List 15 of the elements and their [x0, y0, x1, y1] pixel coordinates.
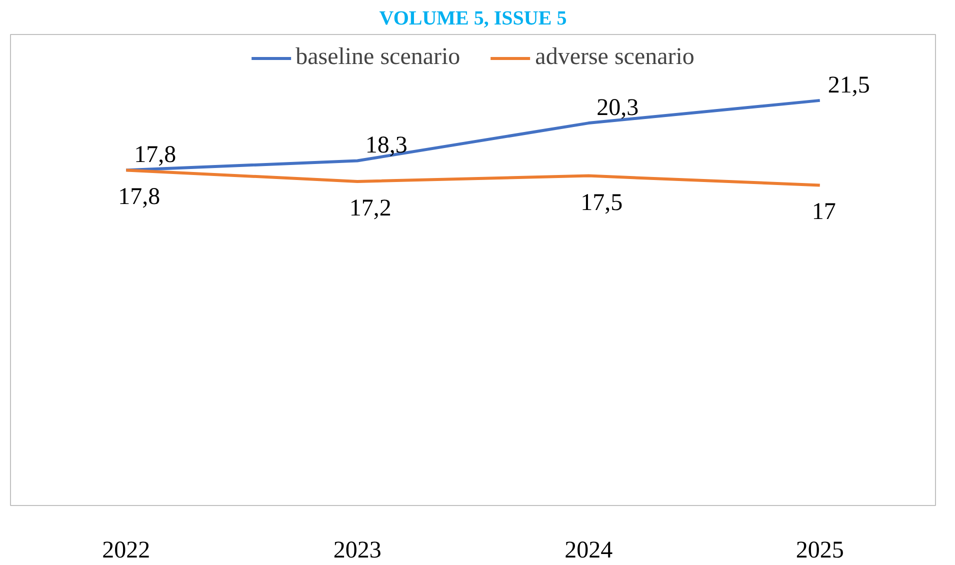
- x-tick-label: 2023: [333, 538, 382, 564]
- data-label: 17,8: [134, 142, 176, 168]
- legend-label: adverse scenario: [535, 44, 694, 71]
- data-label: 17,8: [118, 184, 160, 210]
- legend-label: baseline scenario: [296, 44, 460, 71]
- data-label: 20,3: [596, 95, 639, 122]
- data-label: 17,2: [349, 195, 392, 222]
- x-tick-label: 2024: [564, 538, 613, 564]
- data-label: 21,5: [828, 72, 870, 98]
- data-label: 17: [812, 199, 836, 226]
- data-label: 17,5: [580, 190, 623, 216]
- x-tick-label: 2025: [796, 538, 844, 564]
- x-tick-label: 2022: [102, 538, 150, 564]
- chart-title: VOLUME 5, ISSUE 5: [379, 8, 567, 30]
- data-label: 18,3: [365, 132, 408, 159]
